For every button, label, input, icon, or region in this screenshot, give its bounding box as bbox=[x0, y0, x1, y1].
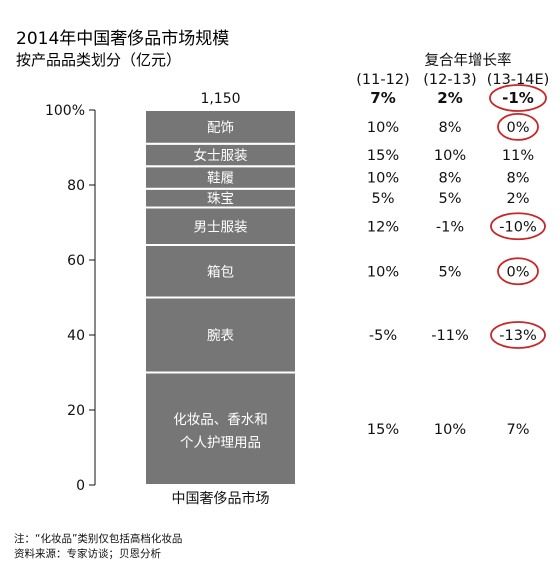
highlight-circle bbox=[497, 112, 539, 141]
cagr-value: 8% bbox=[438, 120, 461, 136]
y-tick-label: 80 bbox=[67, 178, 85, 194]
cagr-value: 10% bbox=[367, 120, 399, 136]
segment-label: 箱包 bbox=[207, 264, 234, 280]
cagr-value: 15% bbox=[367, 422, 399, 438]
cagr-column-header: (11-12) bbox=[356, 72, 409, 88]
segment-label: 鞋履 bbox=[207, 171, 234, 187]
highlight-circle bbox=[490, 212, 546, 241]
cagr-value: -10% bbox=[499, 219, 536, 235]
chart-subtitle: 按产品品类划分（亿元） bbox=[16, 51, 181, 69]
cagr-value: 10% bbox=[434, 148, 466, 164]
y-tick-label: 0 bbox=[76, 478, 85, 494]
highlight-circle bbox=[490, 321, 546, 349]
cagr-table: 7% 2% -1% 10% 8% 0% 15% 10% 11% 10% 8% 8% 5% 5% 2% 12% -… bbox=[367, 84, 547, 438]
segment-label: 个人护理用品 bbox=[180, 435, 261, 451]
cagr-value: -5% bbox=[369, 328, 397, 344]
cagr-column-headers: (11-12) (12-13) (13-14E) bbox=[356, 72, 549, 88]
segment-label: 配饰 bbox=[207, 120, 234, 136]
cagr-value: -1% bbox=[436, 219, 464, 235]
bar-segment bbox=[144, 109, 297, 145]
bar-segment bbox=[144, 371, 297, 486]
cagr-value: -13% bbox=[499, 328, 536, 344]
cagr-value: 0% bbox=[506, 120, 529, 136]
cagr-value: 8% bbox=[438, 171, 461, 187]
segment-label: 女士服装 bbox=[194, 147, 248, 164]
cagr-value: -11% bbox=[431, 328, 468, 344]
y-tick-label: 60 bbox=[67, 253, 85, 269]
segment-label: 化妆品、香水和 bbox=[173, 412, 268, 428]
cagr-value: 12% bbox=[367, 219, 399, 235]
cagr-value: 10% bbox=[434, 422, 466, 438]
y-tick-label: 40 bbox=[67, 328, 85, 344]
cagr-value: 5% bbox=[438, 264, 461, 280]
segment-label: 珠宝 bbox=[207, 191, 234, 207]
segment-label: 腕表 bbox=[207, 328, 234, 344]
cagr-value: 15% bbox=[367, 148, 399, 164]
cagr-total-value: -1% bbox=[502, 89, 534, 107]
cagr-value: 11% bbox=[502, 148, 534, 164]
footnote-note: 注：“化妆品”类别仅包括高档化妆品 bbox=[14, 533, 183, 545]
cagr-total-value: 7% bbox=[370, 89, 395, 107]
cagr-value: 5% bbox=[438, 191, 461, 207]
cagr-header: 复合年增长率 bbox=[425, 51, 512, 69]
cagr-value: 10% bbox=[367, 264, 399, 280]
cagr-value: 8% bbox=[506, 171, 529, 187]
bar-segment bbox=[144, 296, 297, 374]
cagr-value: 5% bbox=[371, 191, 394, 207]
x-category-label: 中国奢侈品市场 bbox=[172, 490, 270, 507]
cagr-value: 10% bbox=[367, 171, 399, 187]
cagr-column-header: (12-13) bbox=[423, 72, 476, 88]
highlight-circle bbox=[489, 84, 547, 112]
footnote-source: 资料来源：专家访谈；贝恩分析 bbox=[14, 548, 161, 560]
cagr-value: 2% bbox=[506, 191, 529, 207]
chart-title: 2014年中国奢侈品市场规模 bbox=[16, 29, 229, 49]
segment-label: 男士服装 bbox=[194, 219, 248, 235]
highlight-circle bbox=[497, 257, 539, 286]
bar-total-label: 1,150 bbox=[200, 91, 240, 107]
cagr-column-header: (13-14E) bbox=[487, 72, 550, 88]
cagr-value: 7% bbox=[506, 422, 529, 438]
y-tick-label: 20 bbox=[67, 403, 85, 419]
y-axis: 0 20 40 60 80 100% bbox=[45, 103, 96, 494]
cagr-value: 0% bbox=[506, 264, 529, 280]
cagr-total-value: 2% bbox=[437, 89, 462, 107]
y-tick-label: 100% bbox=[45, 103, 85, 119]
